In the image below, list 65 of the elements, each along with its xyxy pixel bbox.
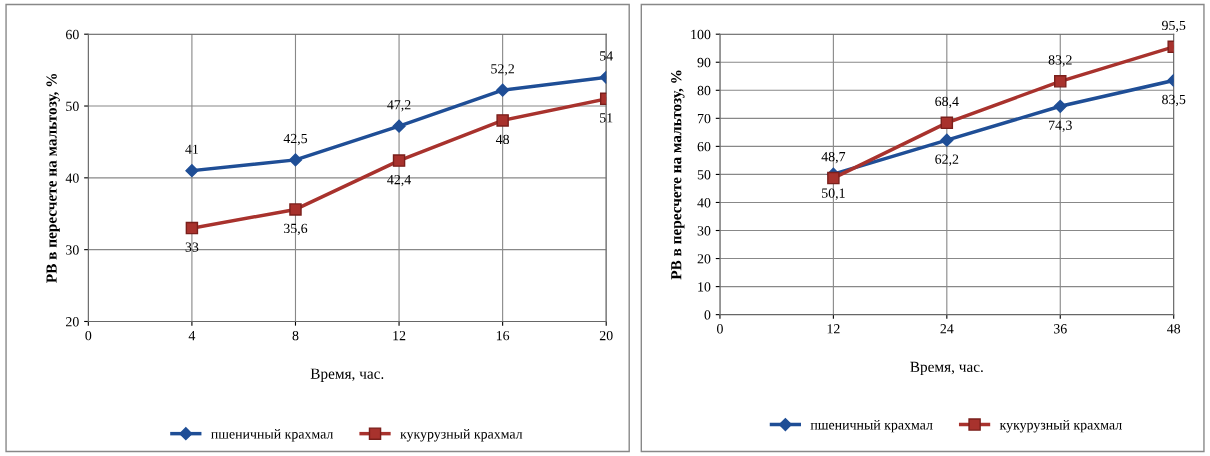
y-tick-label: 30 <box>66 245 79 255</box>
data-label: 51 <box>600 113 613 123</box>
x-tick-label: 48 <box>1167 324 1181 334</box>
data-label: 47,2 <box>387 100 411 112</box>
y-tick-label: 50 <box>697 170 711 180</box>
point <box>496 114 509 127</box>
x-axis-title: Время, час. <box>310 368 384 382</box>
legend-label: пшеничный крахмал <box>211 429 334 442</box>
y-tick-label: 30 <box>697 226 711 236</box>
data-label: 83,2 <box>1048 55 1072 67</box>
x-tick-label: 4 <box>188 331 196 341</box>
point <box>827 171 840 185</box>
point <box>392 154 406 167</box>
y-tick-label: 20 <box>697 254 711 264</box>
legend-label: кукурузный крахмал <box>400 429 523 442</box>
point <box>392 119 406 133</box>
y-axis-title: РВ в пересчете на мальтозу, % <box>671 70 685 280</box>
data-label: 48 <box>495 134 510 145</box>
y-tick-label: 60 <box>697 141 711 152</box>
x-tick-label: 16 <box>496 330 510 341</box>
data-label: 95,5 <box>1161 20 1186 33</box>
x-axis-title: Время, час. <box>910 361 983 376</box>
x-tick-label: 8 <box>292 330 299 341</box>
data-label: 50,1 <box>822 188 845 200</box>
point <box>185 164 199 178</box>
y-tick-label: 20 <box>66 317 79 327</box>
y-tick-label: 10 <box>698 282 711 292</box>
data-label: 42,4 <box>387 174 411 187</box>
point <box>1053 99 1067 113</box>
x-tick-label: 36 <box>1053 324 1067 334</box>
data-label: 68,4 <box>935 96 959 109</box>
y-tick-label: 80 <box>697 85 711 96</box>
legend-label: пшеничный крахмал <box>810 419 933 433</box>
x-tick-label: 24 <box>940 324 954 334</box>
point <box>940 133 954 147</box>
point <box>1054 75 1067 88</box>
y-tick-label: 70 <box>697 113 711 124</box>
x-tick-label: 12 <box>393 330 406 341</box>
y-tick-label: 100 <box>691 29 711 40</box>
y-tick-label: 40 <box>65 173 79 183</box>
data-label: 54 <box>600 51 613 61</box>
point <box>289 203 302 216</box>
y-axis-title: РВ в пересчете на мальтозу, % <box>46 73 60 283</box>
data-label: 33 <box>185 242 199 252</box>
x-tick-label: 0 <box>717 324 723 334</box>
y-tick-label: 90 <box>697 57 711 68</box>
data-label: 41 <box>185 144 199 154</box>
x-tick-label: 12 <box>827 324 840 334</box>
data-label: 48,7 <box>821 151 846 164</box>
data-label: 74,3 <box>1049 120 1072 132</box>
point <box>288 153 303 167</box>
point <box>940 116 954 130</box>
data-label: 42,5 <box>283 133 308 146</box>
legend-label: кукурузный крахмал <box>999 419 1122 433</box>
point <box>496 83 510 97</box>
y-tick-label: 50 <box>66 101 79 111</box>
y-tick-label: 60 <box>66 29 79 40</box>
point <box>185 221 199 235</box>
x-tick-label: 20 <box>599 330 613 341</box>
data-label: 52,2 <box>491 64 515 76</box>
data-label: 62,2 <box>935 154 959 166</box>
y-tick-label: 40 <box>697 198 711 208</box>
y-tick-label: 0 <box>704 310 711 320</box>
x-tick-label: 0 <box>85 330 92 341</box>
data-label: 35,6 <box>283 223 308 236</box>
